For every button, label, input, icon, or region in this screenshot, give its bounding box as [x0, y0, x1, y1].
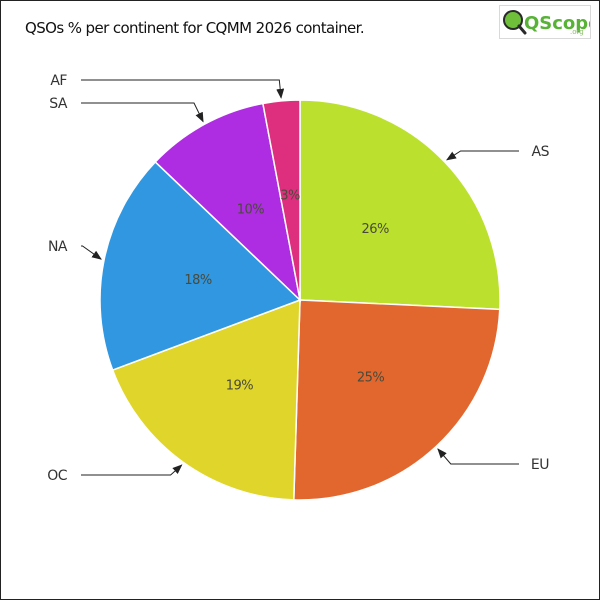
category-label-af: AF: [50, 73, 67, 89]
leader-line-eu: [437, 448, 519, 465]
pie-slice-na: [99, 160, 302, 371]
leader-line-oc: [81, 464, 183, 476]
category-label-oc: OC: [47, 468, 68, 484]
magnifier-handle: [517, 24, 527, 35]
pie-slice-oc: [111, 298, 301, 501]
category-label-na: NA: [48, 239, 68, 255]
pie-value-label-af: 3%: [280, 189, 300, 204]
pie-value-label-oc: 19%: [226, 379, 254, 394]
leader-line-na: [81, 245, 102, 260]
pie-slice-sa: [154, 102, 302, 303]
pie-value-label-as: 26%: [361, 222, 389, 237]
logo-text: QScope: [524, 13, 590, 34]
leader-line-as: [446, 150, 519, 161]
logo-graphic: QScope .org: [503, 10, 590, 36]
pie-value-label-sa: 10%: [237, 203, 265, 218]
category-label-as: AS: [532, 144, 550, 160]
pie-value-label-eu: 25%: [357, 370, 385, 385]
leader-line-af: [81, 79, 285, 99]
pie-slice-af: [262, 99, 301, 301]
pie-slice-as: [299, 99, 501, 311]
logo-suffix: .org: [570, 28, 584, 36]
chart-title: QSOs % per continent for CQMM 2026 conta…: [25, 19, 365, 37]
qscope-logo: QScope .org: [499, 5, 591, 39]
leader-line-sa: [81, 102, 204, 123]
category-label-sa: SA: [49, 96, 68, 112]
category-label-eu: EU: [531, 457, 549, 473]
magnifier-icon: [503, 10, 523, 30]
pie-value-label-na: 18%: [184, 273, 212, 288]
pie-slice-eu: [293, 299, 501, 501]
